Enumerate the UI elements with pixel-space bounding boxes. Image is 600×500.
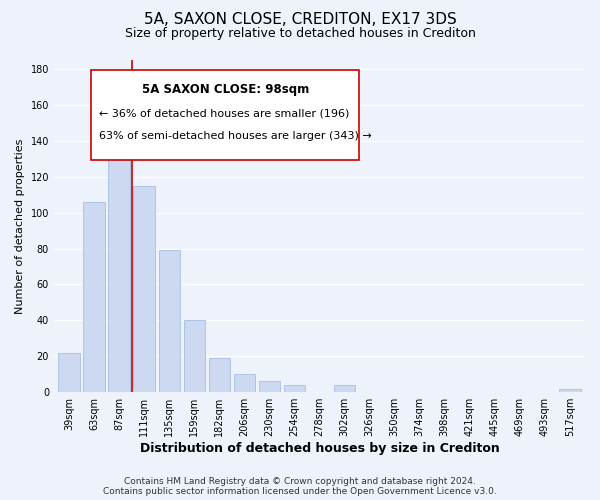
X-axis label: Distribution of detached houses by size in Crediton: Distribution of detached houses by size … bbox=[140, 442, 499, 455]
Bar bbox=[209, 358, 230, 392]
FancyBboxPatch shape bbox=[91, 70, 359, 160]
Bar bbox=[83, 202, 104, 392]
Text: Contains HM Land Registry data © Crown copyright and database right 2024.: Contains HM Land Registry data © Crown c… bbox=[124, 477, 476, 486]
Bar bbox=[184, 320, 205, 392]
Text: 5A, SAXON CLOSE, CREDITON, EX17 3DS: 5A, SAXON CLOSE, CREDITON, EX17 3DS bbox=[143, 12, 457, 28]
Text: ← 36% of detached houses are smaller (196): ← 36% of detached houses are smaller (19… bbox=[99, 108, 349, 118]
Bar bbox=[158, 250, 180, 392]
Bar bbox=[559, 388, 581, 392]
Y-axis label: Number of detached properties: Number of detached properties bbox=[15, 138, 25, 314]
Bar bbox=[259, 382, 280, 392]
Bar bbox=[284, 385, 305, 392]
Bar bbox=[58, 352, 80, 392]
Text: 5A SAXON CLOSE: 98sqm: 5A SAXON CLOSE: 98sqm bbox=[142, 84, 309, 96]
Bar bbox=[233, 374, 255, 392]
Bar bbox=[334, 385, 355, 392]
Bar bbox=[133, 186, 155, 392]
Text: Size of property relative to detached houses in Crediton: Size of property relative to detached ho… bbox=[125, 28, 475, 40]
Text: 63% of semi-detached houses are larger (343) →: 63% of semi-detached houses are larger (… bbox=[99, 132, 372, 141]
Text: Contains public sector information licensed under the Open Government Licence v3: Contains public sector information licen… bbox=[103, 487, 497, 496]
Bar bbox=[109, 128, 130, 392]
